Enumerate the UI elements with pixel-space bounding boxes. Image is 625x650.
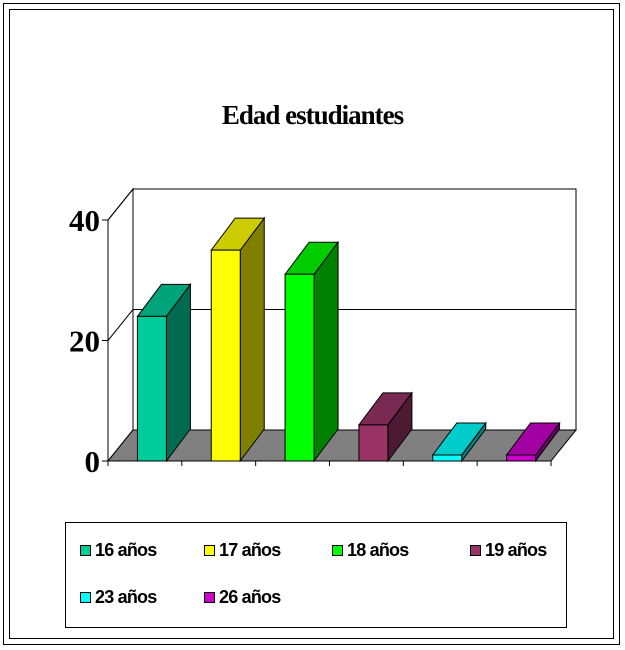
bar-side-2 xyxy=(239,216,265,463)
bar-1 xyxy=(136,315,167,462)
legend-item: 18 años xyxy=(332,540,409,561)
y-tick-label: 40 xyxy=(69,203,100,238)
gridline-side xyxy=(107,309,134,341)
bar-6 xyxy=(506,454,537,462)
bar-4 xyxy=(358,424,389,462)
legend-swatch xyxy=(204,592,215,603)
bar-3 xyxy=(284,273,315,462)
chart-title: Edad estudiantes xyxy=(221,100,404,130)
legend-label: 23 años xyxy=(95,587,157,607)
legend-label: 18 años xyxy=(347,540,409,560)
legend-swatch xyxy=(204,545,215,556)
legend-label: 26 años xyxy=(219,587,281,607)
bar-side-3 xyxy=(313,240,339,463)
chart-legend: 16 años 17 años 18 años 19 años 23 años 26 añ… xyxy=(65,522,567,628)
legend-item: 16 años xyxy=(80,540,157,561)
legend-label: 16 años xyxy=(95,540,157,560)
bar-2 xyxy=(210,249,241,462)
legend-label: 19 años xyxy=(485,540,547,560)
legend-swatch xyxy=(80,592,91,603)
legend-item: 26 años xyxy=(204,587,281,608)
y-tick-label: 0 xyxy=(85,444,101,479)
legend-label: 17 años xyxy=(219,540,281,560)
legend-item: 17 años xyxy=(204,540,281,561)
inner-frame xyxy=(9,9,614,639)
gridline-side xyxy=(107,188,134,221)
legend-swatch xyxy=(470,545,481,556)
legend-item: 19 años xyxy=(470,540,547,561)
outer-frame xyxy=(3,3,620,645)
legend-item: 23 años xyxy=(80,587,157,608)
legend-swatch xyxy=(332,545,343,556)
bar-5 xyxy=(432,454,463,462)
legend-swatch xyxy=(80,545,91,556)
y-tick-label: 20 xyxy=(69,324,100,359)
